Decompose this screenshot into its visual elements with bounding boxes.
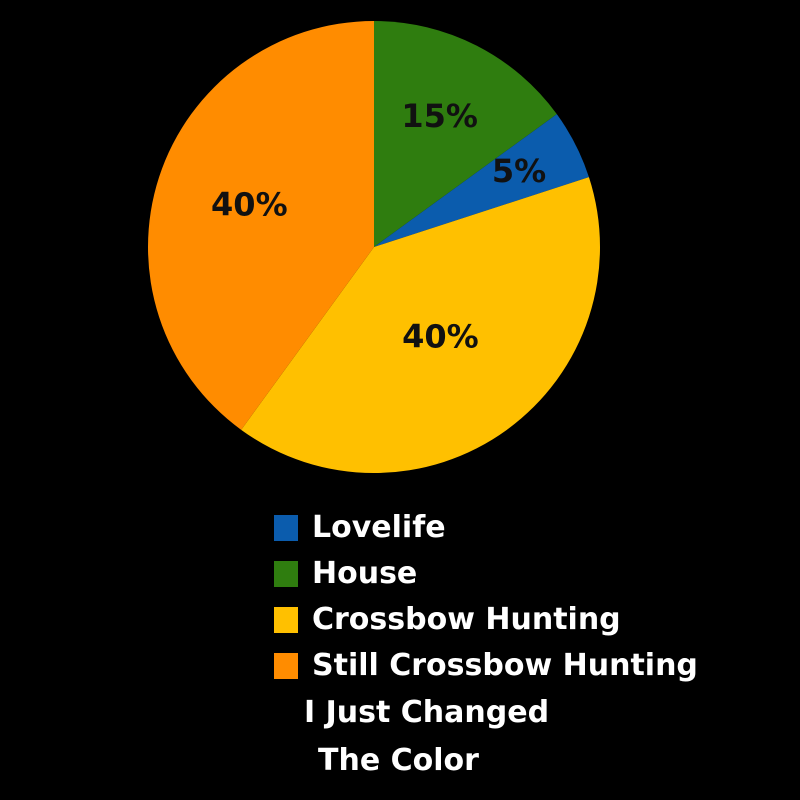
legend: Lovelife House Crossbow Hunting Still Cr… bbox=[274, 505, 698, 785]
legend-label-still-crossbow-hunting: Still Crossbow Hunting bbox=[312, 648, 698, 683]
legend-label-house: House bbox=[312, 556, 418, 591]
pie-label-house: 15% bbox=[401, 97, 478, 135]
pie-slice-house bbox=[374, 21, 557, 247]
pie-label-still-crossbow-hunting: 40% bbox=[211, 185, 288, 223]
legend-swatch-lovelife bbox=[274, 515, 298, 541]
legend-item-crossbow-hunting: Crossbow Hunting bbox=[274, 597, 698, 643]
legend-label-crossbow-hunting: Crossbow Hunting bbox=[312, 602, 621, 637]
legend-item-still-crossbow-hunting: Still Crossbow Hunting bbox=[274, 643, 698, 689]
pie-slice-labels: 15% 5% 40% 40% bbox=[211, 97, 546, 355]
pie-label-lovelife: 5% bbox=[492, 152, 546, 190]
legend-swatch-still-crossbow-hunting bbox=[274, 653, 298, 679]
pie-slice-crossbow-hunting bbox=[241, 177, 601, 473]
legend-note-line-1: I Just Changed bbox=[304, 695, 550, 730]
legend-item-lovelife: Lovelife bbox=[274, 505, 698, 551]
pie-slice-still-crossbow-hunting bbox=[148, 21, 374, 430]
legend-label-lovelife: Lovelife bbox=[312, 510, 446, 545]
pie-slices bbox=[148, 21, 601, 473]
legend-note-line-2: The Color bbox=[318, 743, 479, 778]
legend-item-house: House bbox=[274, 551, 698, 597]
pie-slice-lovelife bbox=[374, 114, 589, 248]
pie-label-crossbow-hunting: 40% bbox=[402, 317, 479, 355]
legend-swatch-house bbox=[274, 561, 298, 587]
legend-swatch-crossbow-hunting bbox=[274, 607, 298, 633]
